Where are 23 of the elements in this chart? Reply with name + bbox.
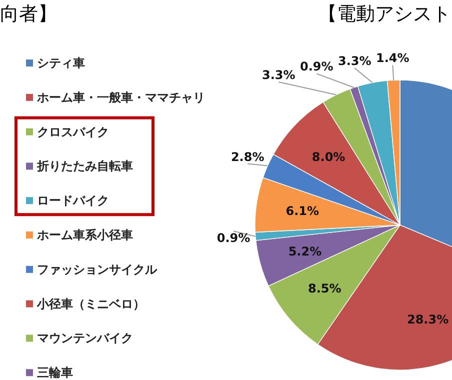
- legend-label: 三輪車: [37, 366, 73, 380]
- legend-label: ホーム車・一般車・ママチャリ: [36, 90, 205, 104]
- legend-label: 小径車（ミニベロ）: [36, 296, 145, 311]
- data-label: 8.0%: [312, 150, 346, 164]
- chart-title: 【電動アシスト: [318, 3, 451, 25]
- legend-label: 折りたたみ自転車: [36, 159, 133, 174]
- data-label: 8.5%: [308, 282, 342, 296]
- legend-label: ファッションサイクル: [37, 262, 158, 276]
- data-label: 2.8%: [230, 150, 264, 164]
- legend-label: シティ車: [37, 56, 85, 70]
- legend-label: マウンテンバイク: [37, 331, 133, 346]
- data-label: 0.9%: [216, 231, 250, 246]
- data-label: 5.2%: [288, 244, 322, 258]
- data-label: 3.3%: [338, 54, 372, 68]
- data-label: 1.4%: [376, 51, 410, 66]
- legend-label: ホーム車系小径車: [36, 228, 133, 242]
- data-label: 6.1%: [286, 204, 320, 218]
- data-label: 3.3%: [262, 68, 296, 82]
- data-label: 0.9%: [300, 60, 334, 74]
- text: 向者】: [0, 3, 57, 25]
- legend-label: ロードバイク: [37, 194, 109, 208]
- data-label: 28.3%: [406, 312, 449, 327]
- legend-label: クロスバイク: [37, 124, 109, 139]
